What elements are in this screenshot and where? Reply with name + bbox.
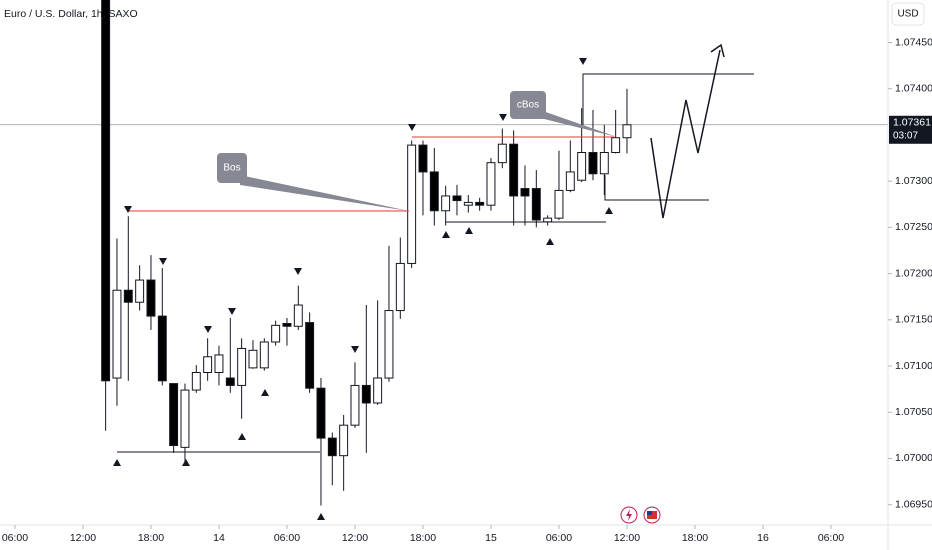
plot-area: Bos cBos — [0, 0, 888, 524]
candle-body — [565, 171, 575, 191]
candle-body — [441, 195, 451, 212]
candle-body — [316, 387, 326, 439]
callout-text: cBos — [517, 100, 539, 111]
y-tick-label: 1.07450 — [895, 36, 932, 48]
target-line — [604, 175, 709, 201]
candle-body — [101, 0, 111, 382]
up-markers — [113, 207, 613, 520]
y-tick-label: 1.07300 — [895, 175, 932, 187]
candle-body — [463, 201, 473, 206]
candle-body — [543, 217, 553, 223]
y-tick-label: 1.07400 — [895, 83, 932, 95]
event-icon-bolt — [626, 509, 632, 521]
candle-body — [531, 188, 541, 221]
candle-body — [486, 162, 496, 206]
y-tick-label: 1.07100 — [895, 360, 932, 372]
candle-body — [622, 124, 632, 139]
x-tick-label: 06:00 — [818, 532, 844, 544]
callout-box — [217, 153, 247, 183]
arrow-head — [710, 43, 725, 58]
candle-body — [509, 143, 519, 197]
candle-body — [395, 262, 405, 312]
candle-body — [497, 143, 507, 164]
candle-body — [271, 324, 281, 343]
callout-pointer — [540, 110, 617, 137]
candle-body — [350, 384, 360, 426]
y-tick-label: 1.07050 — [895, 406, 932, 418]
y-tick-label: 1.07200 — [895, 267, 932, 279]
y-tick-label: 1.06950 — [895, 498, 932, 510]
x-tick-label: 18:00 — [410, 532, 436, 544]
candle-body — [123, 289, 133, 303]
candle-body — [339, 424, 349, 457]
callout-pointer — [240, 175, 409, 211]
candle-body — [112, 289, 122, 379]
callout-text: Bos — [223, 163, 240, 174]
projection-arrow — [650, 49, 721, 219]
candle-body — [305, 322, 315, 389]
candle-body — [475, 201, 485, 206]
x-tick-label: 06:00 — [546, 532, 572, 544]
countdown: 03:07 — [893, 130, 918, 141]
candle-body — [214, 354, 224, 373]
candle-body — [599, 152, 609, 175]
last-price-label: 1.07361 — [893, 117, 931, 129]
callout-box — [510, 91, 546, 119]
chart-title: Euro / U.S. Dollar, 1h, SAXO — [4, 8, 138, 20]
candle-body — [157, 315, 167, 382]
y-tick-label: 1.07150 — [895, 314, 932, 326]
x-tick-label: 18:00 — [682, 532, 708, 544]
candle-body — [361, 384, 371, 404]
event-flag — [647, 511, 652, 515]
candle-body — [520, 188, 530, 197]
x-tick-label: 12:00 — [342, 532, 368, 544]
candle-body — [191, 371, 201, 391]
candle-body — [384, 310, 394, 379]
candle-body — [169, 383, 179, 447]
x-tick-label: 18:00 — [138, 532, 164, 544]
candle-body — [203, 356, 213, 373]
candle-body — [611, 137, 621, 154]
x-tick-label: 14 — [213, 532, 225, 544]
last-price-box — [889, 115, 932, 144]
candles — [101, 0, 632, 506]
candle-body — [293, 304, 303, 327]
currency-button[interactable] — [891, 2, 925, 26]
candle-body — [327, 437, 337, 457]
candle-body — [418, 144, 428, 173]
candle-body — [407, 144, 417, 264]
candle-body — [282, 323, 292, 327]
candle-body — [135, 279, 145, 303]
candle-body — [225, 377, 235, 386]
candle-body — [452, 195, 462, 202]
bos-callout: Bos — [217, 153, 409, 211]
currency[interactable]: USD — [897, 9, 918, 20]
y-tick-label: 1.07250 — [895, 221, 932, 233]
high-line — [582, 73, 754, 125]
x-tick-label: 06:00 — [274, 532, 300, 544]
candle-body — [146, 279, 156, 317]
candle-body — [248, 349, 258, 369]
x-tick-label: 16 — [757, 532, 769, 544]
cbos-callout: cBos — [510, 91, 617, 137]
candle-body — [180, 389, 190, 448]
candle-body — [373, 377, 383, 404]
x-tick-label: 12:00 — [614, 532, 640, 544]
x-tick-label: 06:00 — [2, 532, 28, 544]
candle-body — [429, 171, 439, 212]
candle-body — [577, 152, 587, 181]
candle-body — [554, 189, 564, 219]
x-tick-label: 15 — [485, 532, 497, 544]
candle-body — [237, 347, 247, 386]
markers — [113, 58, 613, 520]
event-icons — [620, 506, 661, 524]
x-tick-label: 12:00 — [70, 532, 96, 544]
y-tick-label: 1.07000 — [895, 452, 932, 464]
candle-body — [259, 341, 269, 369]
candle-body — [588, 152, 598, 175]
drawings — [117, 43, 754, 453]
